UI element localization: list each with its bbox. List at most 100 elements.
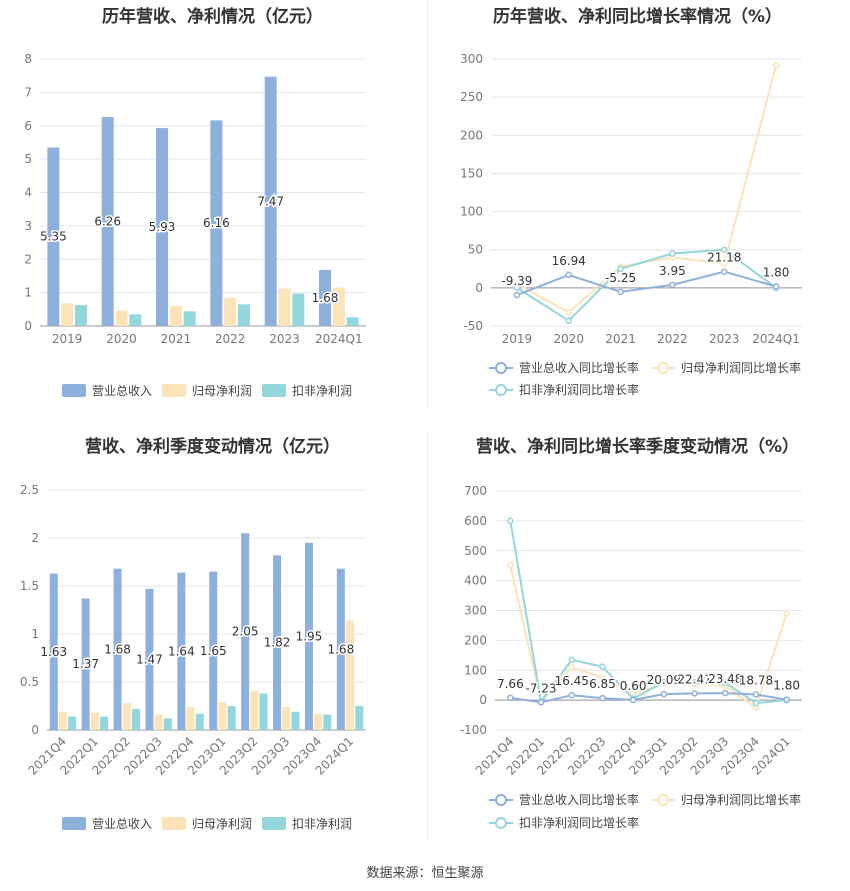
y-tick-label: 1 xyxy=(24,286,32,300)
panel-quarterly-growth: 营收、净利同比增长率季度变动情况（%） -100 0 100 200 300 400 500… xyxy=(425,430,850,860)
data-point xyxy=(660,678,668,686)
y-tick-label: 6 xyxy=(24,119,32,133)
data-point xyxy=(783,610,790,617)
bar xyxy=(346,620,355,730)
bar xyxy=(122,703,131,730)
vertical-divider xyxy=(427,432,428,840)
data-point xyxy=(568,691,575,699)
legend-marker xyxy=(657,362,669,374)
legend-marker xyxy=(495,384,507,396)
data-label: 6.26 xyxy=(94,215,121,229)
data-point xyxy=(568,656,575,664)
bar xyxy=(304,542,313,730)
legend-marker xyxy=(657,794,669,806)
x-tick-label: 2023 xyxy=(269,332,300,346)
y-tick-label: 500 xyxy=(464,544,487,558)
data-point xyxy=(617,288,624,296)
legend-label: 营业总收入 xyxy=(92,817,152,831)
chart-title: 历年营收、净利同比增长率情况（%） xyxy=(492,7,783,27)
y-tick-label: 200 xyxy=(464,633,487,647)
x-tick-label: 2019 xyxy=(52,332,83,346)
chart-title: 营收、净利同比增长率季度变动情况（%） xyxy=(475,437,800,457)
data-point xyxy=(691,678,698,686)
data-point xyxy=(507,694,514,702)
data-label: 1.47 xyxy=(136,652,163,666)
data-point xyxy=(721,260,728,267)
data-point xyxy=(565,317,572,324)
bar xyxy=(163,718,172,730)
data-label: 7.47 xyxy=(257,194,284,208)
data-label: 1.63 xyxy=(40,645,67,659)
bar xyxy=(264,76,277,326)
data-label: 2.05 xyxy=(232,625,259,639)
y-tick-label: 1.5 xyxy=(20,579,39,593)
bar xyxy=(227,706,236,730)
y-tick-label: 100 xyxy=(460,205,483,219)
data-point xyxy=(507,561,514,569)
bar xyxy=(237,304,250,326)
chart-title: 历年营收、净利情况（亿元） xyxy=(102,7,323,27)
data-label: 1.82 xyxy=(264,636,291,650)
data-label: 1.68 xyxy=(104,642,131,656)
bar xyxy=(145,588,154,730)
data-point xyxy=(752,691,760,698)
y-tick-label: 250 xyxy=(460,90,483,104)
data-label: -5.25 xyxy=(605,271,636,285)
bar xyxy=(177,572,186,730)
y-tick-label: 50 xyxy=(468,243,483,257)
data-label: 1.68 xyxy=(312,291,339,305)
bar xyxy=(278,288,291,326)
data-point xyxy=(783,696,790,703)
data-label: 1.95 xyxy=(296,629,323,643)
data-label: 1.65 xyxy=(200,644,227,658)
bar xyxy=(101,117,114,326)
y-tick-label: -100 xyxy=(460,723,487,737)
bar xyxy=(250,690,259,730)
panel-annual-growth: 历年营收、净利同比增长率情况（%） -50 0 50 100 150 200 250 300 2… xyxy=(425,0,850,430)
data-point xyxy=(691,690,698,697)
x-tick-label: 2021 xyxy=(605,332,636,346)
data-point xyxy=(722,689,729,697)
series-line xyxy=(510,692,787,704)
bar xyxy=(346,317,359,326)
y-tick-label: 300 xyxy=(460,52,483,66)
y-tick-label: 100 xyxy=(464,663,487,677)
legend-label: 营业总收入 xyxy=(92,384,152,398)
series-line xyxy=(516,270,777,296)
data-label: 3.95 xyxy=(659,264,686,278)
y-tick-label: 0 xyxy=(24,319,32,333)
data-point xyxy=(629,696,637,704)
legend-swatch xyxy=(162,817,186,830)
annual-growth-line-chart: -50 0 50 100 150 200 250 300 2019 2020 2021 2022 202… xyxy=(460,52,802,397)
panel-quarterly-revenue-profit: 营收、净利季度变动情况（亿元） 0 0.5 1 1.5 2 2.5 2021Q4 2022Q1… xyxy=(0,430,425,860)
y-tick-label: 2 xyxy=(24,252,32,266)
x-tick-label: 2024Q1 xyxy=(315,332,363,346)
bar xyxy=(129,314,142,326)
bar xyxy=(131,708,140,730)
x-tick-label: 2024Q1 xyxy=(752,332,800,346)
y-tick-label: 4 xyxy=(24,186,32,200)
data-label: 16.45 xyxy=(555,674,589,688)
data-label: 21.18 xyxy=(707,251,741,265)
y-tick-label: 3 xyxy=(24,219,32,233)
data-point xyxy=(513,291,521,299)
bar xyxy=(210,120,223,326)
data-point xyxy=(669,281,676,289)
bar xyxy=(74,304,87,326)
x-tick-label: 2022 xyxy=(215,332,246,346)
data-point xyxy=(513,284,521,292)
data-point xyxy=(660,690,668,698)
bar xyxy=(355,706,364,730)
data-label: -7.23 xyxy=(526,681,557,695)
y-tick-label: 7 xyxy=(24,85,32,99)
data-point xyxy=(565,309,572,316)
y-tick-label: 300 xyxy=(464,604,487,618)
bar xyxy=(332,287,345,326)
bar xyxy=(100,716,109,730)
data-label: 22.41 xyxy=(677,672,711,686)
bar xyxy=(291,711,300,730)
y-tick-label: 700 xyxy=(464,484,487,498)
bar xyxy=(154,714,163,730)
annual-bar-chart: 0 1 2 3 4 5 6 7 8 2019 2020 2021 2022 2023 2024Q1 5.35 6… xyxy=(24,52,366,398)
data-label: 18.78 xyxy=(739,674,773,688)
